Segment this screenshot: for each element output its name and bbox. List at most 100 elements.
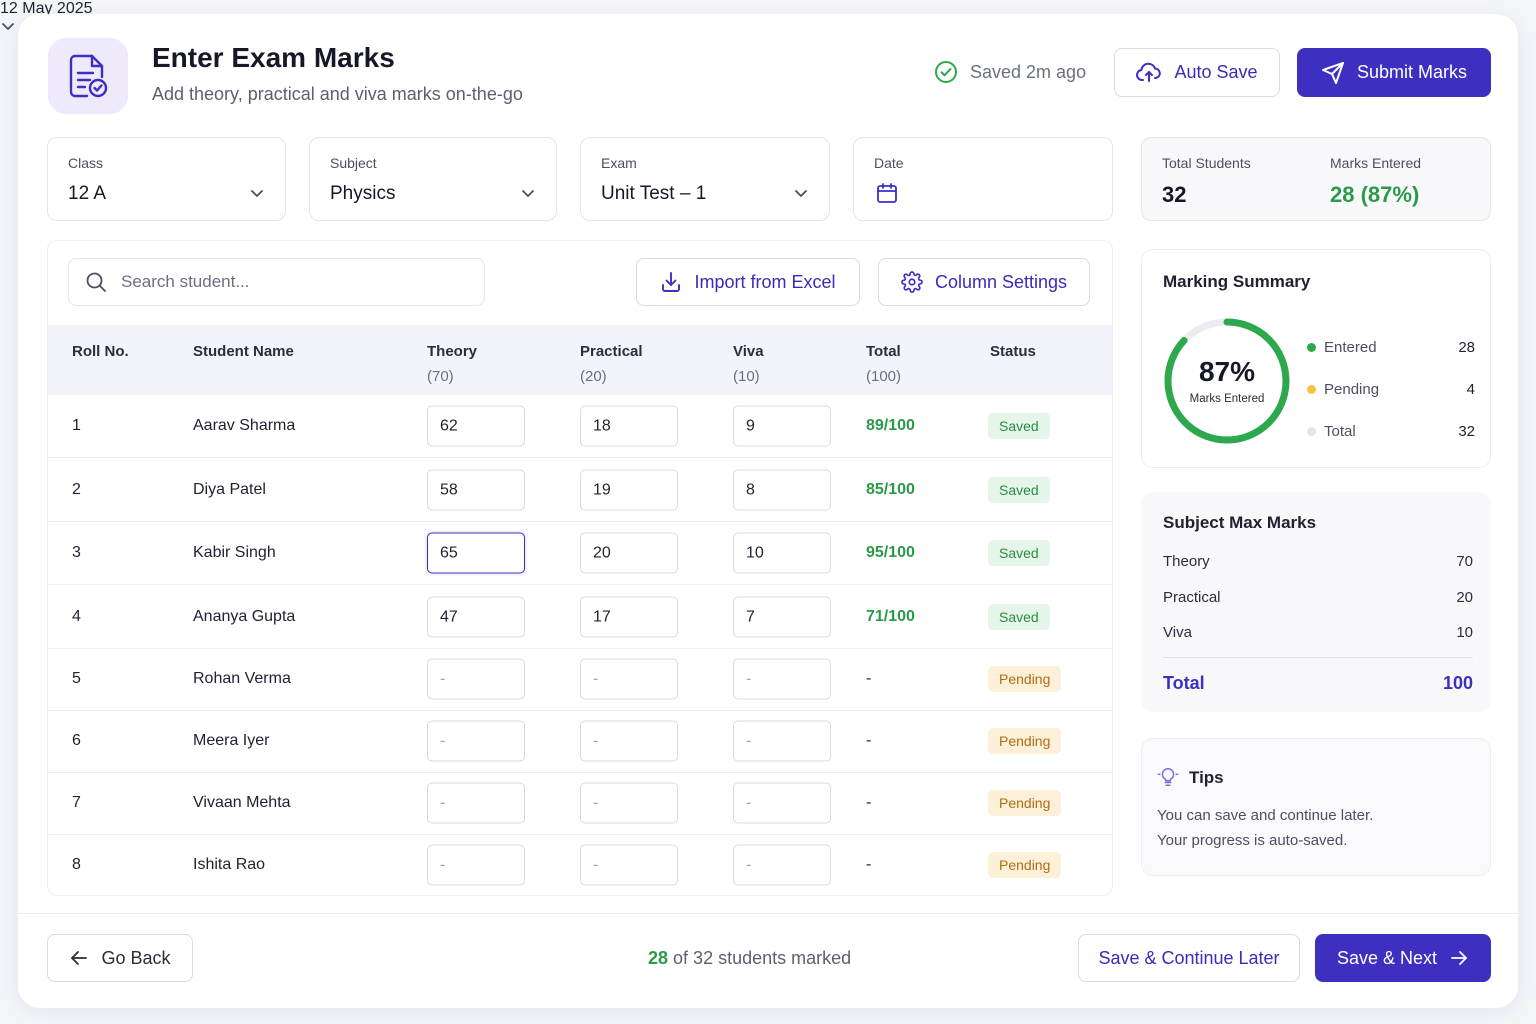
max-marks-value: 20: [1456, 589, 1473, 606]
viva-mark-input[interactable]: -: [733, 658, 831, 700]
theory-mark-input[interactable]: 65: [427, 532, 525, 574]
table-row: 3 Kabir Singh 65 20 10 95/100 Saved: [48, 522, 1112, 585]
import-excel-label: Import from Excel: [694, 271, 836, 292]
status-badge: Pending: [988, 790, 1062, 816]
save-next-button[interactable]: Save & Next: [1315, 934, 1491, 982]
subject-select[interactable]: Subject Physics: [309, 137, 557, 221]
column-header: Viva (10): [733, 343, 764, 385]
column-settings-button[interactable]: Column Settings: [878, 258, 1090, 306]
legend-value: 32: [1458, 423, 1475, 440]
auto-save-button[interactable]: Auto Save: [1114, 48, 1280, 97]
save-continue-later-button[interactable]: Save & Continue Later: [1078, 934, 1300, 982]
table-row: 5 Rohan Verma - - - - Pending: [48, 648, 1112, 711]
max-marks-total-row: Total 100: [1163, 673, 1473, 694]
table-header: Roll No. Student Name Theory (70) Practic…: [48, 325, 1112, 395]
table-row: 2 Diya Patel 58 19 8 85/100 Saved: [48, 459, 1112, 522]
subject-value: Physics: [330, 183, 396, 204]
theory-mark-input[interactable]: -: [427, 720, 525, 762]
max-marks-row: Theory 70: [1163, 553, 1473, 570]
import-excel-button[interactable]: Import from Excel: [636, 258, 860, 306]
viva-mark-input[interactable]: 10: [733, 532, 831, 574]
table-row: 4 Ananya Gupta 47 17 7 71/100 Saved: [48, 586, 1112, 649]
status-badge: Saved: [988, 604, 1050, 630]
progress-footer-text: 28 of 32 students marked: [648, 948, 851, 969]
stats-card: Total Students 32 Marks Entered 28 (87%): [1141, 137, 1491, 221]
theory-mark-input[interactable]: -: [427, 658, 525, 700]
submit-marks-button[interactable]: Submit Marks: [1297, 48, 1491, 97]
class-select[interactable]: Class 12 A: [47, 137, 286, 221]
roll-number: 5: [72, 670, 81, 687]
roll-number: 7: [72, 794, 81, 811]
cloud-icon: [1136, 62, 1162, 84]
student-name: Ananya Gupta: [193, 608, 296, 625]
search-icon: [85, 271, 107, 293]
max-marks-total-value: 100: [1442, 673, 1473, 693]
page-title: Enter Exam Marks: [152, 42, 395, 73]
max-marks-title: Subject Max Marks: [1163, 513, 1317, 532]
calendar-icon: [876, 182, 898, 204]
viva-mark-input[interactable]: -: [733, 720, 831, 762]
legend-dot: [1307, 427, 1316, 436]
viva-mark-input[interactable]: 8: [733, 469, 831, 511]
save-next-label: Save & Next: [1336, 947, 1438, 968]
total-mark: -: [866, 670, 872, 687]
practical-mark-input[interactable]: -: [580, 658, 678, 700]
roll-number: 3: [72, 544, 81, 561]
exam-select[interactable]: Exam Unit Test – 1: [580, 137, 830, 221]
search-placeholder: Search student...: [121, 272, 250, 291]
tips-title: Tips: [1189, 768, 1224, 787]
theory-mark-input[interactable]: 58: [427, 469, 525, 511]
theory-mark-input[interactable]: 47: [427, 596, 525, 638]
viva-mark-input[interactable]: 9: [733, 405, 831, 447]
legend-label: Entered: [1324, 339, 1377, 356]
marked-count: 28: [648, 948, 669, 968]
total-mark: 95/100: [866, 544, 915, 561]
legend-entered: Entered 28: [1307, 339, 1475, 356]
page-subtitle: Add theory, practical and viva marks on-…: [152, 84, 523, 104]
student-name: Diya Patel: [193, 481, 266, 498]
theory-mark-input[interactable]: -: [427, 844, 525, 886]
total-mark: -: [866, 856, 872, 873]
practical-mark-input[interactable]: 17: [580, 596, 678, 638]
practical-mark-input[interactable]: -: [580, 782, 678, 824]
theory-mark-input[interactable]: -: [427, 782, 525, 824]
practical-mark-input[interactable]: 19: [580, 469, 678, 511]
student-name: Ishita Rao: [193, 856, 266, 873]
date-select[interactable]: Date: [853, 137, 1113, 221]
tips-line-2: Your progress is auto-saved.: [1157, 832, 1348, 849]
save-status-text: Saved 2m ago: [970, 61, 1087, 82]
viva-mark-input[interactable]: -: [733, 844, 831, 886]
status-badge: Pending: [988, 728, 1062, 754]
student-name: Vivaan Mehta: [193, 794, 291, 811]
total-students-value: 32: [1162, 182, 1187, 207]
table-row: 7 Vivaan Mehta - - - - Pending: [48, 772, 1112, 835]
theory-mark-input[interactable]: 62: [427, 405, 525, 447]
viva-mark-input[interactable]: -: [733, 782, 831, 824]
save-status: Saved 2m ago: [934, 60, 1086, 84]
exam-value: Unit Test – 1: [601, 183, 707, 204]
practical-mark-input[interactable]: 18: [580, 405, 678, 447]
practical-mark-input[interactable]: -: [580, 844, 678, 886]
column-header: Student Name: [193, 343, 294, 360]
chevron-down-icon: [249, 185, 265, 201]
search-input[interactable]: Search student...: [68, 258, 485, 306]
chevron-down-icon: [520, 185, 536, 201]
max-marks-label: Viva: [1163, 624, 1192, 641]
subject-label: Subject: [330, 155, 377, 171]
exam-label: Exam: [601, 155, 637, 171]
status-badge: Saved: [988, 477, 1050, 503]
legend-value: 4: [1466, 381, 1475, 398]
legend-label: Pending: [1324, 381, 1380, 398]
viva-mark-input[interactable]: 7: [733, 596, 831, 638]
legend-total: Total 32: [1307, 423, 1475, 440]
student-name: Meera Iyer: [193, 732, 270, 749]
divider: [1163, 657, 1473, 658]
practical-mark-input[interactable]: 20: [580, 532, 678, 574]
chevron-down-icon: [793, 185, 809, 201]
lightbulb-icon: [1157, 766, 1179, 788]
class-label: Class: [68, 155, 104, 171]
legend-label: Total: [1324, 423, 1356, 440]
go-back-button[interactable]: Go Back: [47, 934, 193, 982]
total-mark: 71/100: [866, 608, 915, 625]
practical-mark-input[interactable]: -: [580, 720, 678, 762]
